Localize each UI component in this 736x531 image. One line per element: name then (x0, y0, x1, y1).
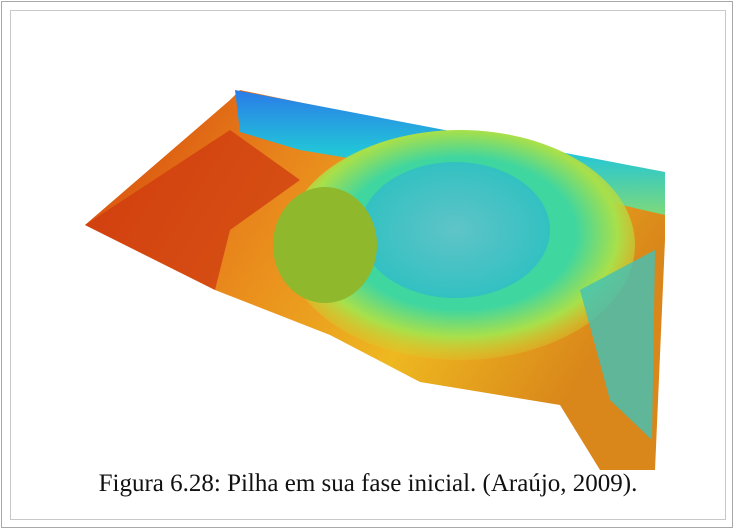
terrain-image (0, 0, 736, 531)
page: Figura 6.28: Pilha em sua fase inicial. … (0, 0, 736, 531)
terrain-green-mound (273, 187, 377, 303)
terrain-pit (360, 162, 550, 298)
figure-caption: Figura 6.28: Pilha em sua fase inicial. … (0, 470, 736, 498)
